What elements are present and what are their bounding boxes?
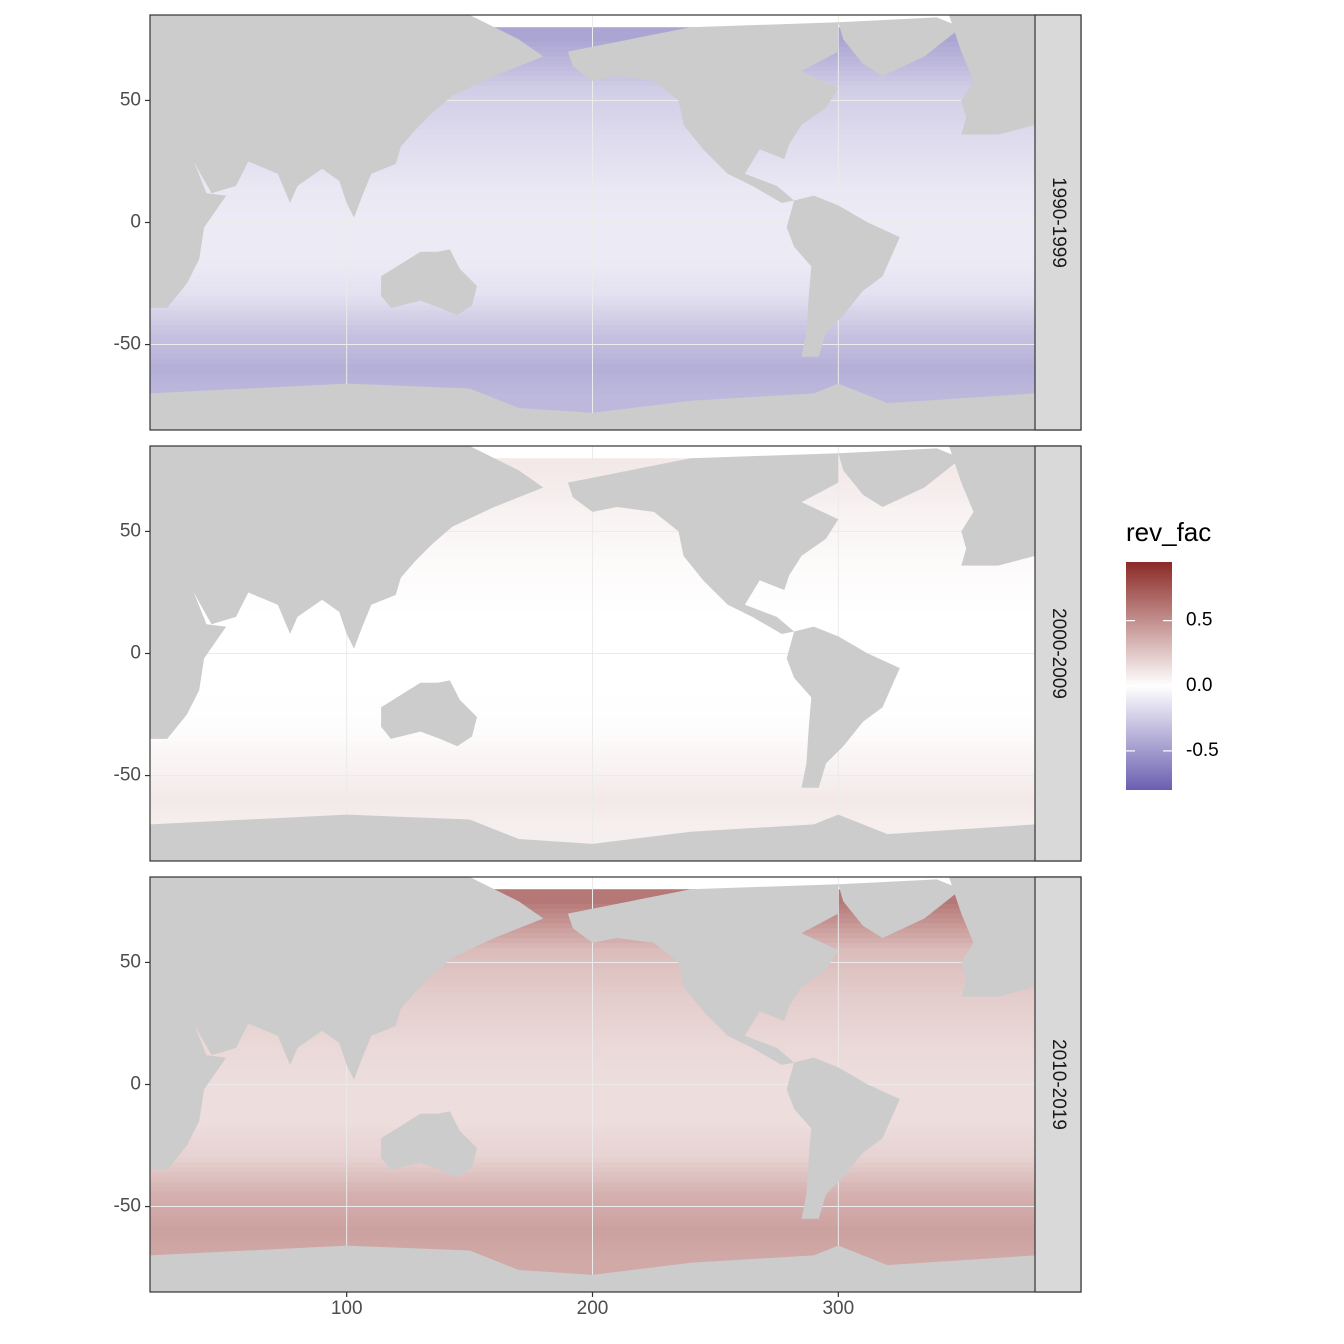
y-tick-label: -50 [114,334,141,355]
legend-label: 0.0 [1186,675,1212,696]
x-tick-label: 100 [331,1298,363,1319]
facet-strip-label: 1990-1999 [1048,177,1069,268]
continent [381,249,477,316]
panel-2010-2019: 2010-2019 50 0 -50 [114,876,1082,1293]
continent [786,626,900,788]
legend-ticks: 0.5 0.0 -0.5 [1126,610,1219,761]
continent [838,448,962,507]
continent [150,383,1035,430]
land-mask [150,446,1035,861]
land-mask [150,15,1035,430]
continent [150,814,1035,861]
facet-strip [1034,14,1082,431]
continent [381,1111,477,1178]
facet-strip [1034,876,1082,1293]
legend-colorbar [1126,562,1172,790]
continent [567,453,839,634]
continent [838,879,962,938]
continent [150,877,544,1080]
y-tick-label: 0 [130,1074,141,1095]
continent [150,999,227,1170]
continent [150,568,227,739]
x-axis: 100 200 300 [331,1292,854,1319]
continent [838,17,962,76]
continent [150,446,544,649]
continent [381,680,477,747]
continent [150,1245,1035,1292]
y-tick-label: 50 [120,89,141,110]
y-tick-label: 50 [120,951,141,972]
y-tick-label: -50 [114,1196,141,1217]
legend-title: rev_fac [1126,517,1211,547]
x-tick-label: 200 [577,1298,609,1319]
continent [949,15,1035,135]
panels: 1990-1999 50 0 -50 2000-2009 50 0 -50 2010-2019 5… [114,14,1082,1293]
panel-1990-1999: 1990-1999 50 0 -50 [114,14,1082,431]
continent [567,22,839,203]
facet-strip [1034,445,1082,862]
y-tick-label: 0 [130,643,141,664]
continent [567,884,839,1065]
facet-strip-label: 2000-2009 [1048,608,1069,699]
continent [949,446,1035,566]
land-mask [150,877,1035,1292]
facet-strip-label: 2010-2019 [1048,1039,1069,1130]
continent [786,195,900,357]
legend-label: 0.5 [1186,610,1212,631]
panel-2000-2009: 2000-2009 50 0 -50 [114,445,1082,862]
legend-label: -0.5 [1186,740,1219,761]
continent [150,15,544,218]
y-tick-label: 0 [130,212,141,233]
y-tick-label: -50 [114,765,141,786]
legend: rev_fac 0.5 0.0 -0.5 [1126,517,1219,790]
continent [786,1057,900,1219]
x-tick-label: 300 [822,1298,854,1319]
continent [949,877,1035,997]
continent [150,137,227,308]
y-tick-label: 50 [120,520,141,541]
